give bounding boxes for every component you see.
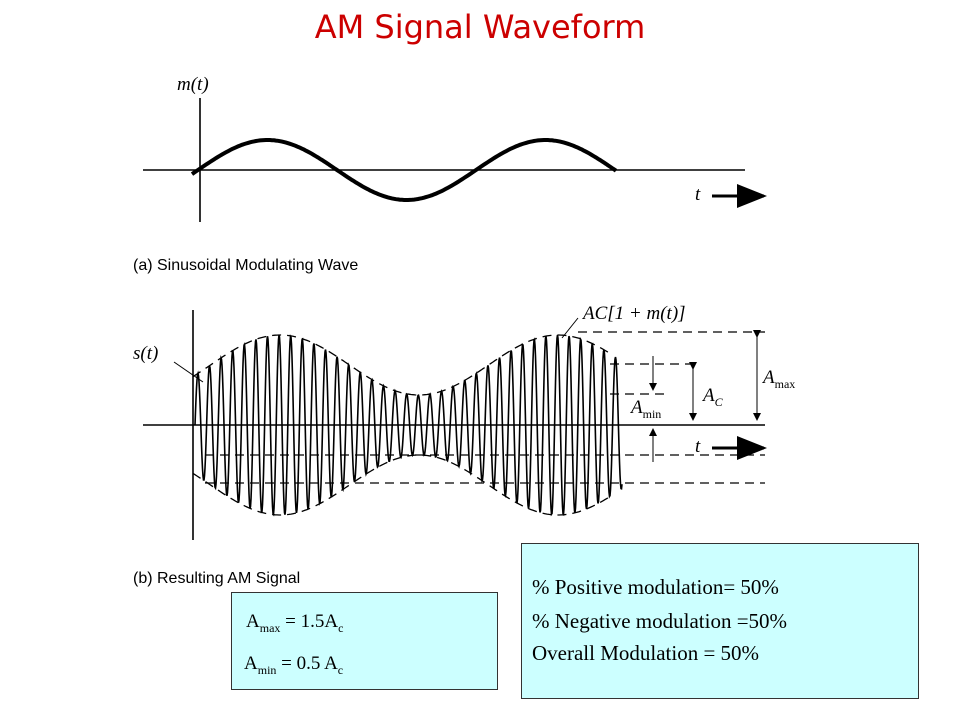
overall-modulation-text: Overall Modulation = 50%: [532, 641, 760, 665]
amax-eq-c: c: [338, 620, 344, 635]
a-time-label: t: [695, 184, 701, 205]
amin-eq-mid: = 0.5 A: [276, 653, 338, 674]
slide-title: AM Signal Waveform: [314, 8, 646, 46]
ac-sub: C: [714, 394, 723, 409]
negative-modulation-text: % Negative modulation =50%: [532, 609, 788, 633]
amax-equation: Amax = 1.5Ac: [246, 611, 343, 636]
envelope-upper: [192, 334, 610, 396]
caption-b: (b) Resulting AM Signal: [133, 570, 301, 587]
caption-a: (a) Sinusoidal Modulating Wave: [133, 257, 359, 274]
amin-label: Amin: [631, 397, 661, 422]
amin-eq-a: A: [244, 653, 258, 674]
amin-sub: min: [642, 406, 662, 421]
amin-eq-sub: min: [257, 662, 277, 677]
amax-sub: max: [774, 376, 796, 391]
amax-eq-sub: max: [259, 620, 281, 635]
modulation-summary-box: % Positive modulation= 50% % Negative mo…: [521, 543, 919, 699]
amin-base: A: [631, 397, 643, 418]
m-t-label: m(t): [177, 74, 209, 95]
envelope-label: AC[1 + m(t)]: [583, 303, 686, 324]
ac-label: AC: [703, 385, 723, 410]
envelope-lower: [192, 454, 610, 516]
amax-eq-mid: = 1.5A: [280, 611, 339, 632]
amin-equation: Amin = 0.5 Ac: [244, 653, 343, 678]
b-time-label: t: [695, 436, 701, 457]
envelope-leader-line: [561, 317, 579, 339]
amax-label: Amax: [763, 367, 795, 392]
ac-base: A: [703, 385, 715, 406]
diagram-b: [143, 310, 767, 540]
positive-modulation-text: % Positive modulation= 50%: [532, 575, 779, 599]
amin-eq-c: c: [337, 662, 344, 677]
amax-base: A: [763, 367, 775, 388]
s-t-label: s(t): [133, 343, 159, 364]
amax-eq-a: A: [246, 611, 260, 632]
amplitude-values-box: Amax = 1.5Ac Amin = 0.5 Ac: [231, 592, 498, 690]
am-carrier-wave: [194, 334, 623, 517]
st-leader-line: [173, 361, 204, 383]
modulating-wave: [190, 138, 618, 202]
diagram-a: [143, 98, 767, 222]
